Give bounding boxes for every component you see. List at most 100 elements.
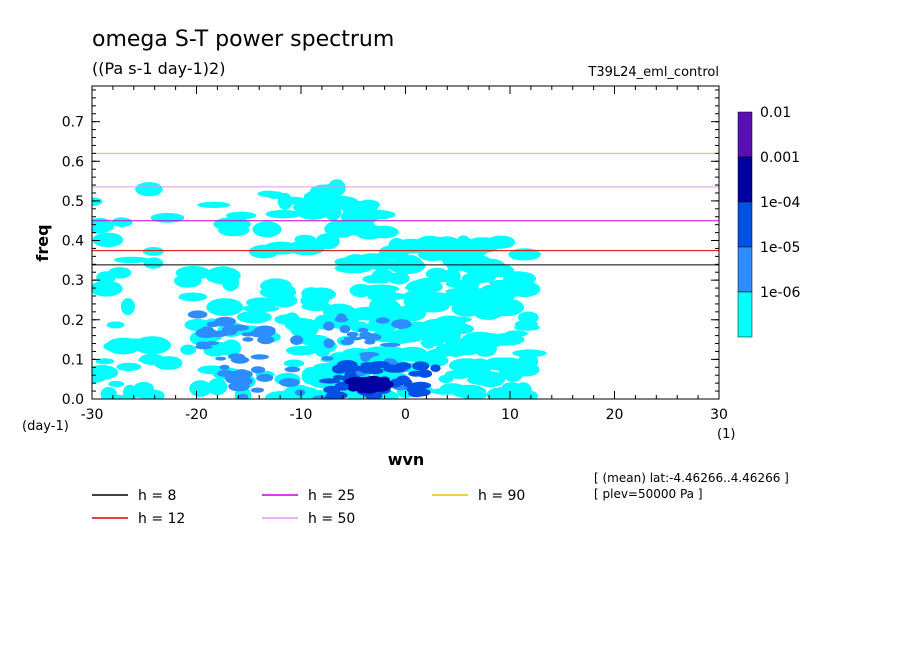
contour-patch (221, 339, 242, 357)
x-unit-label: (1) (717, 427, 735, 442)
contour-patch (388, 257, 426, 275)
contour-patch (246, 297, 279, 308)
contour-patch (438, 374, 454, 384)
contour-patch (270, 285, 296, 292)
contour-patch (324, 395, 345, 399)
curve-h50 (92, 186, 719, 399)
contour-patch (207, 269, 223, 279)
contour-patch (230, 356, 250, 364)
contour-patch (323, 195, 360, 211)
contour-patch (257, 190, 279, 197)
contour-patch (323, 321, 335, 331)
contour-patch (339, 325, 351, 334)
colorbar-swatch (737, 201, 753, 248)
y-tick-label: 0.0 (62, 392, 84, 408)
contour-patch (367, 293, 403, 302)
contour-patch (215, 356, 227, 361)
contour-patch (294, 389, 306, 396)
contour-patch (207, 378, 228, 396)
contour-patch (406, 279, 443, 294)
contour-patch (279, 378, 300, 387)
legend: h = 8 h = 12 h = 25 h = 50 h = 90 (92, 488, 525, 527)
contour-patch (236, 310, 272, 324)
contour-patch (395, 362, 412, 370)
y-axis-label: freq (33, 224, 52, 261)
contour-patch (449, 358, 485, 373)
contour-patch (408, 388, 431, 397)
contour-patch (439, 383, 465, 395)
contour-patch (410, 381, 432, 389)
y-tick-label: 0.7 (62, 115, 84, 131)
contour-patch (120, 298, 135, 316)
contour-patch (256, 373, 274, 382)
contour-region-0.001 (344, 375, 394, 394)
contour-patch (334, 263, 373, 274)
x-axis: -30 -20 -10 0 10 20 30 (81, 86, 728, 423)
y-tick-label: 0.1 (62, 352, 84, 368)
contour-patch (418, 292, 454, 303)
contour-patch (139, 353, 165, 365)
contour-patch (214, 316, 236, 327)
contour-patch (501, 302, 520, 316)
contour-patch (323, 338, 335, 349)
contour-patch (451, 300, 482, 317)
contour-patch (257, 335, 275, 345)
contour-patch (388, 237, 405, 254)
contour-patch (504, 330, 528, 337)
colorbar-label: 0.001 (760, 150, 800, 166)
contour-patch (108, 380, 125, 387)
contour-region-1e-06 (361, 235, 547, 399)
contour-patch (321, 356, 334, 361)
chart-title: omega S-T power spectrum (92, 27, 394, 52)
contour-patch (250, 354, 269, 360)
contour-patch (111, 217, 133, 227)
contour-patch (514, 320, 538, 329)
contour-patch (375, 317, 390, 324)
x-tick-label: -20 (185, 407, 208, 423)
contour-patch (195, 344, 213, 350)
contour-patch (242, 337, 254, 342)
contour-patch (189, 380, 212, 397)
contour-patch (300, 293, 330, 308)
contour-patch (219, 364, 230, 370)
legend-label-h8: h = 8 (138, 488, 176, 504)
contour-patch (508, 248, 541, 261)
contour-patch (241, 305, 280, 312)
legend-label-h12: h = 12 (138, 511, 185, 527)
y-tick-label: 0.3 (62, 273, 84, 289)
contour-patch (303, 190, 332, 204)
contour-patch (178, 292, 208, 302)
contour-patch (142, 247, 164, 256)
contour-patch (388, 272, 410, 285)
contour-patch (437, 243, 467, 260)
run-label: T39L24_eml_control (587, 65, 719, 80)
contour-patch (95, 358, 115, 365)
contour-patch (289, 320, 319, 338)
contour-patch (344, 222, 364, 236)
dispersion-curves (92, 152, 719, 399)
contour-patch (358, 210, 396, 220)
contour-patch (251, 366, 266, 374)
contour-region-1e-06 (92, 179, 409, 399)
contour-patch (361, 284, 400, 293)
contour-patch (283, 359, 305, 368)
contour-patch (187, 310, 208, 319)
curve-h25 (92, 220, 719, 399)
contour-patch (340, 339, 354, 345)
annotations: [ (mean) lat:-4.46266..4.46266 ] [ plev=5… (594, 471, 789, 501)
contour-patch (92, 218, 115, 234)
contour-patch (390, 378, 412, 385)
contour-patch (213, 217, 251, 232)
contour-patch (499, 363, 525, 380)
colorbar-swatch (737, 156, 753, 203)
contour-patch (410, 328, 439, 341)
contour-patch (412, 361, 430, 371)
colorbar-label: 0.01 (760, 105, 791, 121)
contour-patch (290, 335, 304, 346)
contour-patch (231, 376, 253, 386)
contour-patch (467, 374, 503, 386)
contour-patch (483, 264, 515, 277)
contour-patch (322, 303, 356, 320)
contour-patch (403, 294, 428, 309)
